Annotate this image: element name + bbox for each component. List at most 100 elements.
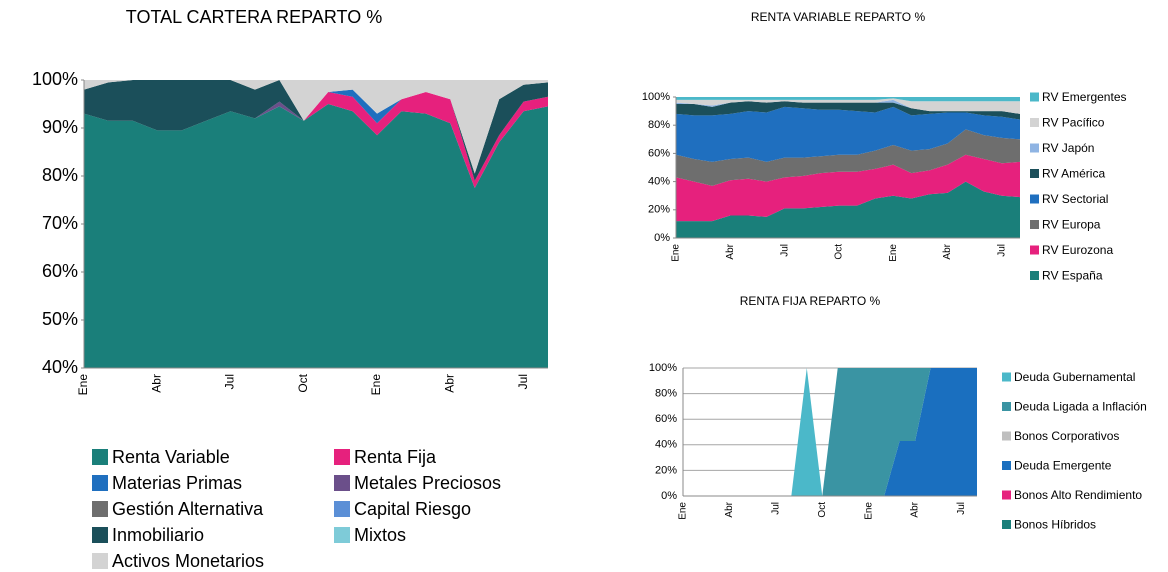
legend-label: RV Europa <box>1042 218 1101 232</box>
area-series <box>683 368 977 496</box>
areas <box>683 368 977 496</box>
x-tick-label: Oct <box>817 502 828 518</box>
y-tick-label: 0% <box>654 232 670 244</box>
y-tick-label: 80% <box>42 165 78 185</box>
x-tick-label: Jul <box>223 374 237 389</box>
y-tick-label: 80% <box>648 119 670 131</box>
y-tick-label: 60% <box>648 147 670 159</box>
legend-label: Materias Primas <box>112 473 242 493</box>
x-tick-label: Abr <box>942 243 953 259</box>
y-tick-label: 40% <box>42 357 78 377</box>
x-tick-label: Jul <box>779 244 790 257</box>
legend-label: RV España <box>1042 269 1103 283</box>
legend-label: RV Eurozona <box>1042 243 1113 257</box>
legend-swatch <box>334 475 350 491</box>
legend-label: Deuda Emergente <box>1014 459 1112 473</box>
y-tick-label: 70% <box>42 213 78 233</box>
legend-swatch <box>92 553 108 569</box>
x-tick-label: Oct <box>834 244 845 260</box>
legend-label: Renta Variable <box>112 447 230 467</box>
legend-swatch <box>334 449 350 465</box>
y-tick-label: 100% <box>642 91 670 103</box>
legend-swatch <box>92 501 108 517</box>
legend-swatch <box>1002 431 1011 441</box>
y-tick-label: 20% <box>655 464 677 476</box>
y-tick-label: 100% <box>649 362 677 374</box>
y-tick-label: 20% <box>648 204 670 216</box>
x-tick-label: Jul <box>770 502 781 515</box>
y-tick-label: 60% <box>655 413 677 425</box>
x-tick-label: Ene <box>369 374 383 396</box>
area-series <box>84 92 548 188</box>
legend-label: Bonos Corporativos <box>1014 429 1119 443</box>
chart-title: RENTA VARIABLE REPARTO % <box>751 10 926 24</box>
area-series <box>84 80 548 174</box>
legend-swatch <box>1002 490 1011 500</box>
legend-label: RV Sectorial <box>1042 192 1108 206</box>
legend-label: RV Emergentes <box>1042 90 1127 104</box>
legend-swatch <box>334 527 350 543</box>
x-tick-label: Abr <box>149 374 163 393</box>
area-series <box>676 181 1020 238</box>
x-tick-label: Ene <box>863 502 874 520</box>
legend-swatch <box>1030 169 1039 178</box>
y-tick-label: 100% <box>32 69 78 89</box>
y-tick-label: 40% <box>655 439 677 451</box>
x-tick-label: Abr <box>442 374 456 393</box>
x-tick-label: Abr <box>725 243 736 259</box>
legend-swatch <box>92 449 108 465</box>
legend-swatch <box>92 475 108 491</box>
area-series <box>676 97 1020 102</box>
x-tick-label: Jul <box>516 374 530 389</box>
x-tick-label: Jul <box>997 244 1008 257</box>
chart: TOTAL CARTERA REPARTO % 40% 50% 60% 70% 80% 90… <box>32 7 548 571</box>
chart-title: TOTAL CARTERA REPARTO % <box>126 7 382 27</box>
legend-swatch <box>1030 143 1039 153</box>
areas <box>676 97 1020 238</box>
legend-swatch <box>1002 402 1011 411</box>
area-series <box>84 104 548 368</box>
legend-swatch <box>1002 461 1011 470</box>
area-series <box>676 106 1020 162</box>
legend-swatch <box>92 527 108 543</box>
x-tick-label: Ene <box>888 244 899 262</box>
x-tick-label: Ene <box>678 502 689 520</box>
y-tick-label: 90% <box>42 117 78 137</box>
x-tick-label: Abr <box>724 501 735 517</box>
legend-label: Activos Monetarios <box>112 551 264 571</box>
legend-label: Capital Riesgo <box>354 499 471 519</box>
legend-label: Bonos Híbridos <box>1014 518 1096 532</box>
legend-label: RV América <box>1042 167 1105 181</box>
legend-label: Deuda Gubernamental <box>1014 370 1135 384</box>
x-tick-label: Abr <box>910 501 921 517</box>
legend-swatch <box>1030 118 1039 127</box>
legend-label: RV Japón <box>1042 141 1094 155</box>
area-series <box>84 80 548 181</box>
legend-swatch <box>1002 372 1011 382</box>
x-tick-label: Jul <box>956 502 967 515</box>
area-series <box>676 98 1020 114</box>
legend-label: Renta Fija <box>354 447 437 467</box>
area-series <box>683 368 977 496</box>
area-series <box>676 101 1020 120</box>
y-tick-label: 80% <box>655 388 677 400</box>
legend-label: Inmobiliario <box>112 525 204 545</box>
legend-swatch <box>1030 271 1039 280</box>
legend-swatch <box>334 501 350 517</box>
legend-label: Bonos Alto Rendimiento <box>1014 488 1142 502</box>
legend-swatch <box>1030 245 1039 255</box>
legend-label: Metales Preciosos <box>354 473 501 493</box>
x-tick-label: Ene <box>671 244 682 262</box>
y-tick-label: 50% <box>42 309 78 329</box>
y-tick-label: 40% <box>648 176 670 188</box>
area-series <box>676 129 1020 186</box>
legend-swatch <box>1030 194 1039 204</box>
legend-label: RV Pacífico <box>1042 116 1105 130</box>
legend-swatch <box>1030 220 1039 229</box>
legend-swatch <box>1030 92 1039 102</box>
y-tick-label: 0% <box>661 490 677 502</box>
legend-label: Gestión Alternativa <box>112 499 264 519</box>
legend-label: Deuda Ligada a Inflación <box>1014 400 1147 414</box>
